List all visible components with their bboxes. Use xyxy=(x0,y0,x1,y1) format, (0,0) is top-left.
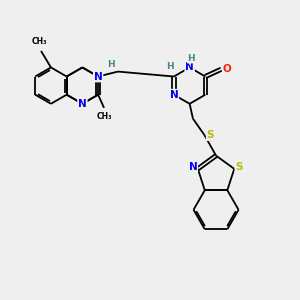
Text: CH₃: CH₃ xyxy=(96,112,112,121)
Text: N: N xyxy=(169,90,178,100)
Text: N: N xyxy=(94,71,103,82)
Text: H: H xyxy=(188,54,195,63)
Text: O: O xyxy=(223,64,232,74)
Text: S: S xyxy=(207,130,214,140)
Text: CH₃: CH₃ xyxy=(32,37,47,46)
Text: S: S xyxy=(236,162,243,172)
Text: N: N xyxy=(185,62,194,72)
Text: N: N xyxy=(78,99,87,109)
Text: N: N xyxy=(188,162,197,172)
Text: H: H xyxy=(166,62,174,71)
Text: H: H xyxy=(107,60,115,69)
